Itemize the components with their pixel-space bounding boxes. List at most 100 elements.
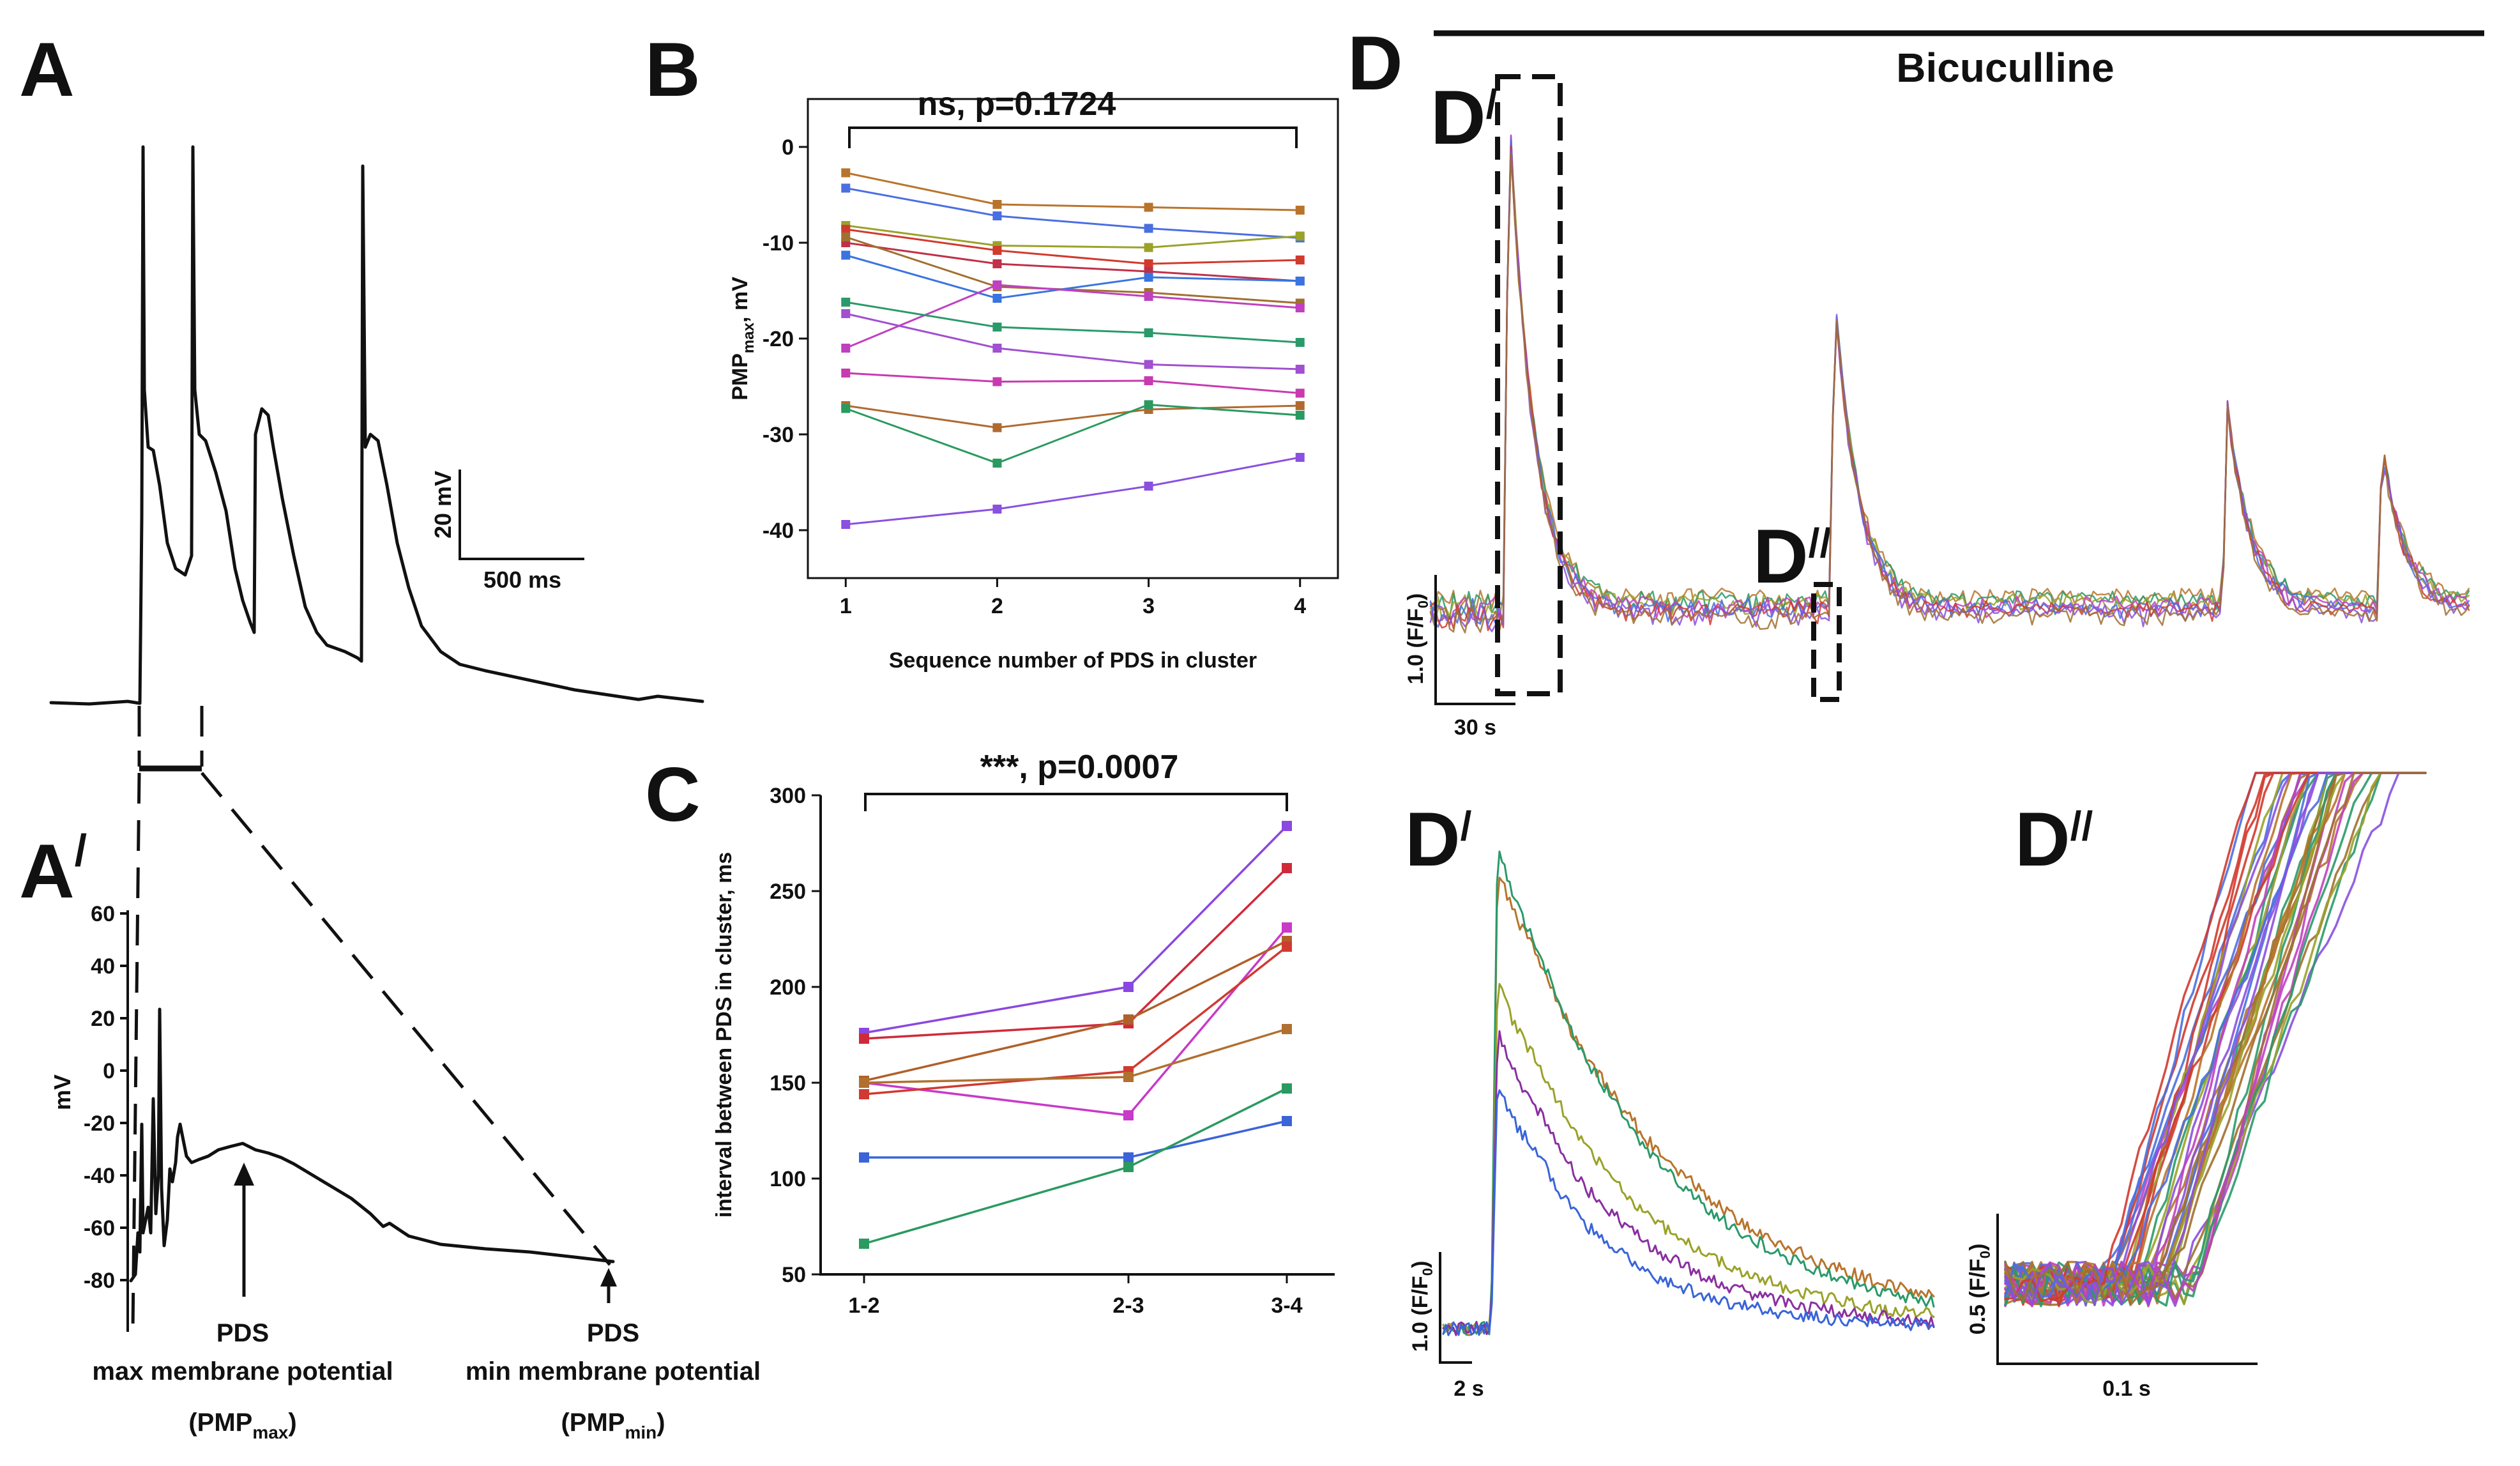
panel-b-point bbox=[1295, 338, 1305, 347]
panel-a-letter: A bbox=[19, 27, 75, 112]
panel-d-trace bbox=[1429, 145, 2470, 632]
panel-c-letter: C bbox=[645, 752, 701, 837]
panel-c-axes bbox=[819, 795, 1335, 1276]
panel-a-scalebar-ms: 500 ms bbox=[483, 567, 561, 593]
panel-b-point bbox=[1144, 482, 1153, 491]
panel-b-series-line bbox=[846, 241, 1300, 282]
panel-d-double-prime: D// 0.5 (F/F0) 0.1 s bbox=[1966, 772, 2427, 1401]
panel-d-trace bbox=[1429, 134, 2470, 626]
panel-b-point bbox=[1295, 401, 1305, 410]
panel-b-ticks: 0 -10 -20 -30 -40 1 2 3 4 bbox=[763, 135, 1306, 618]
panel-b-series-line bbox=[846, 456, 1300, 526]
panel-b-series-line bbox=[845, 312, 1300, 370]
panel-c-point bbox=[1123, 1014, 1134, 1025]
panel-d-trace bbox=[1429, 149, 2470, 632]
panel-c-point bbox=[1123, 1072, 1134, 1082]
ytick-label: 0 bbox=[103, 1059, 115, 1083]
panel-d-letter: D bbox=[1347, 20, 1403, 106]
panel-c-point bbox=[1282, 1024, 1292, 1034]
panel-b-point bbox=[1295, 231, 1305, 241]
panel-b-ytick-label: 0 bbox=[782, 135, 794, 160]
annot-max-line3: (PMPmax) bbox=[188, 1409, 296, 1442]
panel-c-series-line bbox=[863, 940, 1287, 1082]
panel-d-double-prime-scale-x: 0.1 s bbox=[2102, 1377, 2151, 1401]
panel-b-point bbox=[992, 246, 1002, 255]
panel-b-point bbox=[841, 369, 851, 378]
panel-b-xtick-label: 2 bbox=[991, 594, 1003, 618]
annot-min-line2: min membrane potential bbox=[466, 1357, 761, 1386]
panel-b-point bbox=[1295, 277, 1305, 286]
panel-d-prime-trace bbox=[1442, 982, 1935, 1336]
panel-a-prime-arrow-max bbox=[234, 1163, 254, 1297]
panel-b-series-line bbox=[845, 172, 1300, 211]
panel-c-ylabel: interval between PDS in cluster, ms bbox=[712, 852, 736, 1218]
panel-d-trace bbox=[1429, 151, 2470, 615]
panel-c-ytick-label: 300 bbox=[770, 784, 806, 808]
panel-b-ytick-label: -10 bbox=[763, 231, 794, 256]
ytick-label: 20 bbox=[91, 1007, 115, 1031]
panel-b-series-line bbox=[846, 404, 1300, 429]
panel-c-point bbox=[1282, 1116, 1292, 1126]
panel-c-point bbox=[859, 1078, 869, 1088]
panel-b-point bbox=[841, 233, 851, 241]
panel-b-point bbox=[841, 168, 851, 178]
panel-d-scalebar bbox=[1434, 575, 1515, 705]
panel-c-ytick-label: 200 bbox=[770, 975, 806, 1000]
panel-b-xtick-label: 1 bbox=[840, 594, 852, 618]
panel-b-point bbox=[992, 259, 1002, 268]
panel-c-series-line bbox=[863, 1028, 1287, 1084]
panel-b-point bbox=[992, 323, 1002, 332]
panel-a-zoom-dash-right bbox=[201, 772, 611, 1266]
panel-c-series-line bbox=[863, 1087, 1287, 1245]
panel-c-point bbox=[1282, 1083, 1292, 1094]
panel-c-point bbox=[859, 1152, 869, 1163]
panel-a-prime-ylabel: mV bbox=[49, 1074, 75, 1110]
panel-d-double-prime-scalebar bbox=[1996, 1214, 2258, 1365]
panel-b-point bbox=[1144, 376, 1153, 385]
panel-d-double-prime-letter: D// bbox=[2015, 797, 2093, 882]
panel-c-ytick-label: 150 bbox=[770, 1071, 806, 1096]
ytick-label: -60 bbox=[84, 1216, 115, 1241]
panel-b-point bbox=[1144, 224, 1153, 233]
panel-b-point bbox=[992, 200, 1002, 209]
panel-a: A 20 mV 500 ms bbox=[19, 27, 704, 1329]
panel-b-point bbox=[992, 505, 1002, 514]
ytick-label: -40 bbox=[84, 1164, 115, 1188]
panel-b-series-line bbox=[846, 301, 1300, 344]
panel-b-point bbox=[841, 520, 851, 529]
panel-d-trace bbox=[1429, 139, 2470, 628]
panel-d-double-prime-scale-y: 0.5 (F/F0) bbox=[1966, 1244, 1993, 1335]
ytick-label: 60 bbox=[91, 902, 115, 926]
panel-c-ytick-label: 250 bbox=[770, 880, 806, 904]
ytick-label: -20 bbox=[84, 1111, 115, 1136]
panel-d-calcium-traces bbox=[1429, 134, 2470, 634]
panel-d-prime-scale-y: 1.0 (F/F0) bbox=[1408, 1261, 1436, 1352]
ytick-label: 40 bbox=[91, 954, 115, 979]
panel-b-point bbox=[841, 344, 851, 353]
panel-b-point bbox=[1295, 411, 1305, 420]
panel-d-prime-scale-x: 2 s bbox=[1454, 1377, 1484, 1401]
panel-b-point bbox=[1295, 303, 1305, 312]
panel-b-ytick-label: -40 bbox=[763, 519, 794, 543]
panel-c-ytick-label: 50 bbox=[782, 1263, 806, 1287]
panel-a-prime-letter: A/ bbox=[19, 825, 87, 914]
panel-b-point bbox=[841, 225, 851, 234]
panel-b-point bbox=[1144, 259, 1153, 268]
panel-c-ytick-label: 100 bbox=[770, 1167, 806, 1191]
panel-b-point bbox=[1295, 256, 1305, 264]
panel-b-series bbox=[841, 168, 1305, 529]
panel-c: C ***, p=0.0007 50 100 150 200 250 300 1-2 2-3 3… bbox=[645, 749, 1335, 1318]
panel-d: D Bicuculline D/ D// 1.0 (F/F0) 30 s bbox=[1347, 20, 2484, 740]
panel-c-ticks: 50 100 150 200 250 300 1-2 2-3 3-4 bbox=[770, 784, 1302, 1318]
panel-b-point bbox=[841, 404, 851, 413]
panel-c-xtick-label: 3-4 bbox=[1271, 1294, 1302, 1318]
panel-b-point bbox=[1144, 243, 1153, 252]
panel-c-series-line bbox=[863, 945, 1288, 1096]
panel-b-xtick-label: 3 bbox=[1142, 594, 1155, 618]
panel-b-plot-frame bbox=[807, 98, 1339, 579]
panel-b-point bbox=[992, 459, 1002, 468]
panel-b-point bbox=[992, 423, 1002, 432]
panel-c-point bbox=[1282, 922, 1292, 933]
panel-d-trace bbox=[1429, 146, 2470, 623]
panel-b-point bbox=[992, 280, 1002, 289]
